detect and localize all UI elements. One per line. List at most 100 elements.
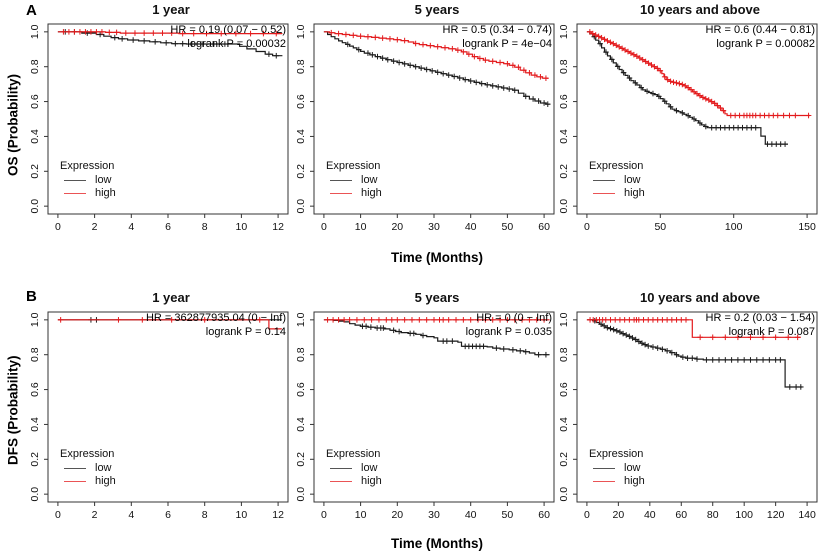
hr-text: HR = 362877935.04 (0 − Inf) — [145, 312, 286, 324]
svg-text:12: 12 — [272, 221, 284, 233]
svg-text:0.2: 0.2 — [29, 452, 41, 467]
legend-label-low: low — [95, 174, 112, 186]
legend-line-low-icon — [593, 180, 615, 181]
svg-text:10: 10 — [236, 221, 248, 233]
legend-title: Expression — [326, 448, 381, 460]
svg-text:0.8: 0.8 — [295, 59, 307, 74]
hr-annotation: HR = 0.2 (0.03 − 1.54) logrank P = 0.087 — [706, 312, 815, 339]
svg-text:20: 20 — [391, 221, 403, 233]
svg-text:0.0: 0.0 — [558, 199, 570, 214]
svg-text:0.2: 0.2 — [29, 164, 41, 179]
svg-text:0.8: 0.8 — [29, 59, 41, 74]
svg-text:1.0: 1.0 — [558, 312, 570, 327]
legend-line-high-icon — [64, 481, 86, 482]
svg-text:0.6: 0.6 — [295, 382, 307, 397]
legend: Expression low high — [589, 160, 645, 200]
svg-text:60: 60 — [675, 509, 687, 521]
svg-text:1.0: 1.0 — [558, 24, 570, 39]
km-plot-svg: 0 2 4 6 8 10 12 0.0 0.2 0.4 0.6 0.8 1.0 — [29, 311, 289, 521]
panel-letter-a: A — [26, 2, 37, 19]
svg-text:8: 8 — [202, 509, 208, 521]
hr-text: HR = 0 (0 − Inf) — [476, 312, 552, 324]
svg-text:140: 140 — [798, 509, 816, 521]
km-panel-os-1: 5 years 0 10 20 30 40 50 60 0.0 0.2 0.4 0.6 0.8 1.0 HR… — [288, 2, 560, 254]
svg-text:50: 50 — [654, 221, 666, 233]
svg-text:0.6: 0.6 — [295, 94, 307, 109]
svg-text:6: 6 — [165, 509, 171, 521]
y-axis-label-os: OS (Probability) — [5, 73, 21, 176]
legend-line-low-icon — [64, 468, 86, 469]
svg-text:30: 30 — [428, 509, 440, 521]
svg-text:50: 50 — [502, 509, 514, 521]
svg-text:50: 50 — [502, 221, 514, 233]
svg-text:0.0: 0.0 — [295, 487, 307, 502]
svg-text:0.2: 0.2 — [295, 164, 307, 179]
svg-text:4: 4 — [128, 509, 134, 521]
svg-text:40: 40 — [465, 509, 477, 521]
hr-text: HR = 0.2 (0.03 − 1.54) — [705, 312, 815, 324]
legend-title: Expression — [589, 160, 644, 172]
panel-title: 10 years and above — [640, 290, 760, 305]
legend-label-high: high — [624, 187, 645, 199]
logrank-text: logrank P = 4e−04 — [462, 37, 552, 50]
km-plot-svg: 0 10 20 30 40 50 60 0.0 0.2 0.4 0.6 0.8 1.0 — [295, 23, 555, 233]
legend-label-low: low — [95, 462, 112, 474]
hr-text: HR = 0.19 (0.07 − 0.52) — [170, 24, 286, 36]
legend-label-low: low — [361, 174, 378, 186]
svg-text:80: 80 — [707, 509, 719, 521]
svg-text:0.4: 0.4 — [295, 129, 307, 144]
legend-line-high-icon — [593, 481, 615, 482]
svg-text:0.6: 0.6 — [558, 94, 570, 109]
svg-text:0.0: 0.0 — [558, 487, 570, 502]
km-plot-svg: 0 2 4 6 8 10 12 0.0 0.2 0.4 0.6 0.8 1.0 — [29, 23, 289, 233]
svg-text:40: 40 — [644, 509, 656, 521]
svg-text:0.6: 0.6 — [29, 94, 41, 109]
legend: Expression low high — [326, 448, 382, 488]
svg-text:30: 30 — [428, 221, 440, 233]
hr-annotation: HR = 362877935.04 (0 − Inf) logrank P = 0… — [146, 312, 286, 339]
legend-label-high: high — [361, 475, 382, 487]
svg-text:150: 150 — [798, 221, 816, 233]
svg-text:6: 6 — [165, 221, 171, 233]
svg-text:8: 8 — [202, 221, 208, 233]
legend-line-high-icon — [330, 193, 352, 194]
svg-text:0.4: 0.4 — [29, 417, 41, 432]
panel-title: 1 year — [152, 2, 190, 17]
svg-text:0.4: 0.4 — [558, 129, 570, 144]
panel-letter-b: B — [26, 288, 37, 305]
km-plot-svg: 0 10 20 30 40 50 60 0.0 0.2 0.4 0.6 0.8 1.0 — [295, 311, 555, 521]
svg-text:0.8: 0.8 — [558, 347, 570, 362]
legend-line-high-icon — [593, 193, 615, 194]
svg-text:1.0: 1.0 — [295, 24, 307, 39]
svg-text:0.2: 0.2 — [558, 164, 570, 179]
svg-text:0: 0 — [321, 509, 327, 521]
legend-label-low: low — [361, 462, 378, 474]
legend-label-high: high — [624, 475, 645, 487]
hr-annotation: HR = 0.6 (0.44 − 0.81) logrank P = 0.0008… — [706, 24, 815, 51]
x-axis-label-time-dfs: Time (Months) — [391, 536, 483, 551]
svg-text:10: 10 — [355, 221, 367, 233]
svg-text:0.8: 0.8 — [29, 347, 41, 362]
panel-title: 10 years and above — [640, 2, 760, 17]
svg-text:120: 120 — [767, 509, 785, 521]
svg-text:0.8: 0.8 — [295, 347, 307, 362]
svg-text:1.0: 1.0 — [29, 24, 41, 39]
svg-text:1.0: 1.0 — [29, 312, 41, 327]
legend-title: Expression — [60, 448, 115, 460]
logrank-text: logrank P = 0.087 — [728, 325, 815, 338]
y-axis-label-dfs: DFS (Probability) — [5, 355, 21, 466]
legend-title: Expression — [589, 448, 644, 460]
svg-text:0: 0 — [321, 221, 327, 233]
panel-title: 1 year — [152, 290, 190, 305]
svg-text:0: 0 — [584, 221, 590, 233]
km-panel-dfs-2: 10 years and above 0 20 40 60 80 100 120 140 0.0 0… — [551, 290, 823, 542]
svg-text:4: 4 — [128, 221, 134, 233]
svg-text:10: 10 — [236, 509, 248, 521]
svg-text:0.8: 0.8 — [558, 59, 570, 74]
km-plot-svg: 0 50 100 150 0.0 0.2 0.4 0.6 0.8 1.0 — [558, 23, 818, 233]
svg-text:0.2: 0.2 — [558, 452, 570, 467]
legend: Expression low high — [589, 448, 645, 488]
hr-text: HR = 0.5 (0.34 − 0.74) — [442, 24, 552, 36]
svg-text:0.2: 0.2 — [295, 452, 307, 467]
